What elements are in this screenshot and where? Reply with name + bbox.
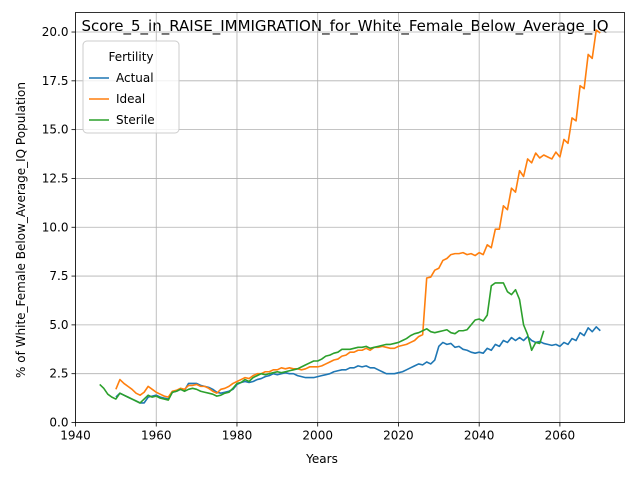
series-line-ideal [115,29,601,398]
x-tick-label: 1940 [60,429,91,443]
x-tick-label: 2020 [383,429,414,443]
x-tick-label: 1980 [222,429,253,443]
legend: Fertility Actual Ideal Sterile [82,40,180,134]
series-layer [99,29,601,404]
legend-label-ideal: Ideal [116,92,145,106]
plot-frame [75,12,625,423]
x-tick-label: 2000 [302,429,333,443]
x-axis-label: Years [305,452,338,466]
x-tick-label: 2040 [464,429,495,443]
chart-title: Score_5_in_RAISE_IMMIGRATION_for_White_F… [81,17,608,36]
legend-box [82,40,180,134]
y-tick-label: 20.0 [42,25,69,39]
series-line-actual [115,326,601,404]
y-tick-label: 17.5 [42,74,69,88]
series-line-sterile [99,282,545,404]
legend-items: Actual Ideal Sterile [89,71,155,127]
x-axis: 1940 1960 1980 2000 2020 2040 2060 [60,422,576,443]
x-tick-label: 2060 [545,429,576,443]
y-tick-label: 0.0 [49,416,68,430]
y-tick-label: 5.0 [49,318,68,332]
legend-title: Fertility [108,50,153,64]
y-tick-label: 7.5 [49,269,68,283]
y-tick-label: 2.5 [49,367,68,381]
y-tick-label: 10.0 [42,220,69,234]
y-axis-label: % of White_Female Below_Average_IQ Popul… [14,82,28,378]
legend-label-actual: Actual [116,71,154,85]
y-tick-label: 12.5 [42,171,69,185]
x-tick-label: 1960 [141,429,172,443]
y-tick-label: 15.0 [42,123,69,137]
y-axis: 0.0 2.5 5.0 7.5 10.0 12.5 15.0 17.5 20.0 [42,25,76,430]
legend-label-sterile: Sterile [116,113,155,127]
